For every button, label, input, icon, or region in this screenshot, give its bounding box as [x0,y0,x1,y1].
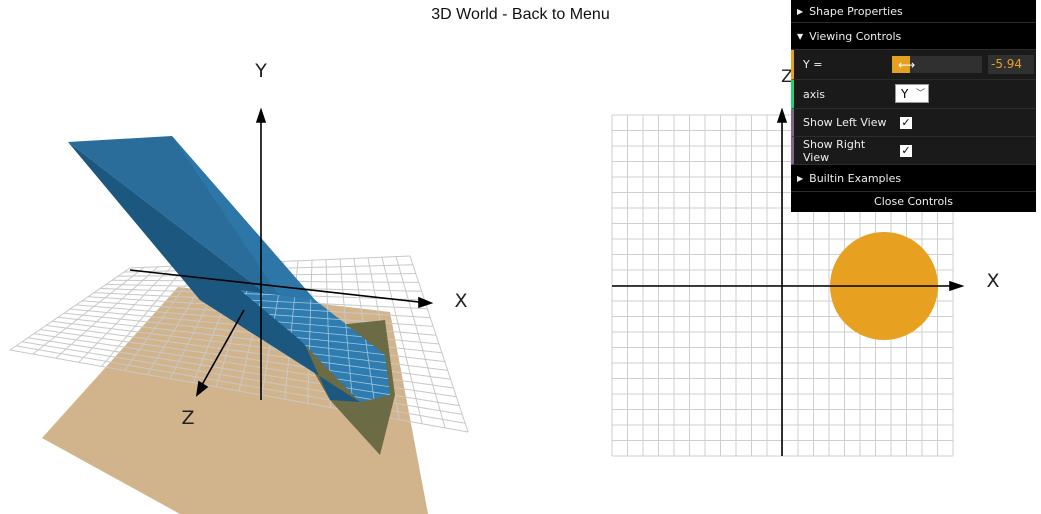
y-slider-row: Y = ⟷ -5.94 [791,50,1036,80]
triangle-down-icon: ▼ [797,31,804,41]
grid-line [339,290,354,402]
show-left-checkbox[interactable]: ✓ [900,116,912,129]
show-right-row: Show Right View ✓ [791,137,1036,165]
folder-label: Viewing Controls [809,29,902,43]
show-right-label: Show Right View [803,137,866,164]
y-label: Y = [803,58,823,71]
folder-label: Shape Properties [809,4,903,18]
back-to-menu-link[interactable]: 3D World - Back to Menu [431,6,610,23]
grid-line [9,349,469,433]
folder-viewing-controls[interactable]: ▼ Viewing Controls [791,23,1036,50]
left-3d-view[interactable]: Y X Z [0,0,520,514]
controls-panel: ▶ Shape Properties ▼ Viewing Controls Y … [791,0,1036,212]
folder-builtin-examples[interactable]: ▶ Builtin Examples [791,165,1036,192]
show-left-row: Show Left View ✓ [791,109,1036,137]
y-slider[interactable]: ⟷ [892,56,982,73]
triangle-right-icon: ▶ [797,6,804,16]
show-right-checkbox[interactable]: ✓ [900,144,912,157]
axis-select-value: Y [901,87,909,101]
triangle-right-icon: ▶ [797,173,804,183]
axis-label-x-2d: X [986,270,999,292]
axis-select[interactable]: Y ﹀ [895,84,929,103]
close-controls-button[interactable]: Close Controls [791,192,1036,212]
axis-label-x: X [454,290,467,312]
axes [129,107,434,400]
slice-circle [830,232,938,340]
folder-label: Builtin Examples [809,171,902,185]
y-value-input[interactable]: -5.94 [988,55,1034,74]
grid-line [395,256,446,429]
axis-label-z: Z [181,407,194,429]
axis-row: axis Y ﹀ [791,80,1036,109]
grid-line [381,257,423,424]
chevron-down-icon: ﹀ [915,89,925,99]
page-title: 3D World - Back to Menu [0,5,1041,25]
grid-line [409,255,469,433]
axis-label: axis [803,87,826,101]
resize-cursor-icon: ⟷ [898,58,916,72]
folder-shape-properties[interactable]: ▶ Shape Properties [791,0,1036,23]
axis-label-y: Y [254,60,267,82]
show-left-label: Show Left View [803,116,887,129]
